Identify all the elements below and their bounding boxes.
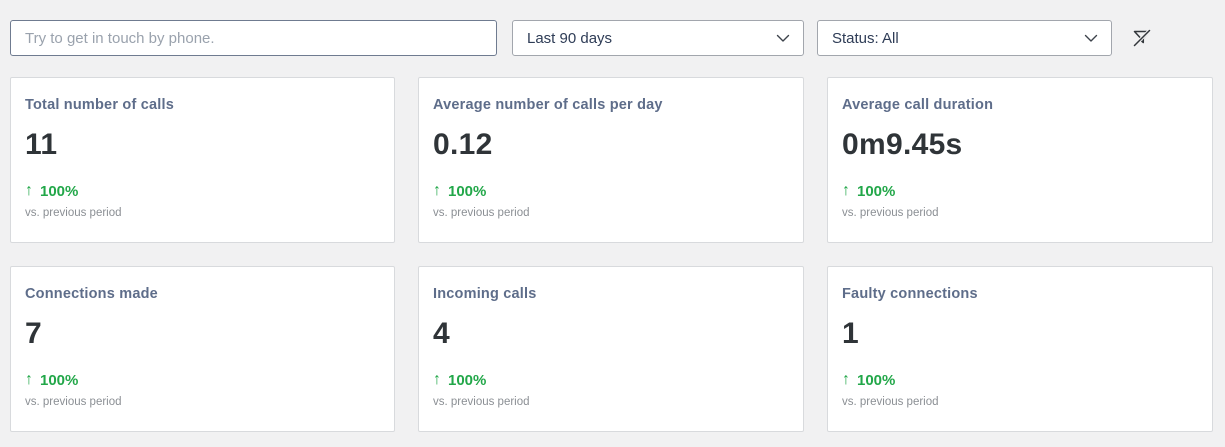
card-connections-made: Connections made 7 ↑ 100% vs. previous p… xyxy=(10,266,395,432)
trend-indicator: ↑ 100% xyxy=(842,182,1198,200)
arrow-up-icon: ↑ xyxy=(433,182,441,199)
trend-value: 100% xyxy=(857,371,896,389)
filter-off-icon xyxy=(1130,26,1154,50)
trend-indicator: ↑ 100% xyxy=(842,371,1198,389)
status-select[interactable]: Status: All xyxy=(817,20,1112,56)
card-value: 11 xyxy=(25,128,58,161)
card-value: 7 xyxy=(25,317,42,350)
comparison-label: vs. previous period xyxy=(433,396,530,408)
card-avg-call-duration: Average call duration 0m9.45s ↑ 100% vs.… xyxy=(827,77,1213,243)
card-title: Connections made xyxy=(25,286,158,302)
card-value: 4 xyxy=(433,317,450,350)
trend-indicator: ↑ 100% xyxy=(433,182,789,200)
card-avg-calls-per-day: Average number of calls per day 0.12 ↑ 1… xyxy=(418,77,804,243)
trend-indicator: ↑ 100% xyxy=(25,182,380,200)
card-value: 0m9.45s xyxy=(842,128,963,161)
trend-value: 100% xyxy=(448,371,487,389)
chevron-down-icon xyxy=(1083,30,1099,46)
arrow-up-icon: ↑ xyxy=(842,182,850,199)
comparison-label: vs. previous period xyxy=(842,396,939,408)
card-value: 0.12 xyxy=(433,128,493,161)
filter-bar: Last 90 days Status: All xyxy=(10,20,1225,56)
search-input[interactable] xyxy=(10,20,497,56)
comparison-label: vs. previous period xyxy=(25,396,122,408)
status-select-value: Status: All xyxy=(832,29,899,47)
chevron-down-icon xyxy=(775,30,791,46)
card-value: 1 xyxy=(842,317,859,350)
arrow-up-icon: ↑ xyxy=(842,371,850,388)
comparison-label: vs. previous period xyxy=(25,207,122,219)
card-title: Incoming calls xyxy=(433,286,537,302)
card-title: Average call duration xyxy=(842,97,994,113)
card-title: Total number of calls xyxy=(25,97,174,113)
comparison-label: vs. previous period xyxy=(842,207,939,219)
arrow-up-icon: ↑ xyxy=(25,182,33,199)
trend-value: 100% xyxy=(40,182,79,200)
card-faulty-connections: Faulty connections 1 ↑ 100% vs. previous… xyxy=(827,266,1213,432)
card-total-calls: Total number of calls 11 ↑ 100% vs. prev… xyxy=(10,77,395,243)
card-title: Faulty connections xyxy=(842,286,978,302)
period-select[interactable]: Last 90 days xyxy=(512,20,804,56)
period-select-value: Last 90 days xyxy=(527,29,613,47)
arrow-up-icon: ↑ xyxy=(433,371,441,388)
trend-indicator: ↑ 100% xyxy=(25,371,380,389)
trend-indicator: ↑ 100% xyxy=(433,371,789,389)
trend-value: 100% xyxy=(857,182,896,200)
kpi-cards-grid: Total number of calls 11 ↑ 100% vs. prev… xyxy=(10,77,1215,432)
comparison-label: vs. previous period xyxy=(433,207,530,219)
card-incoming-calls: Incoming calls 4 ↑ 100% vs. previous per… xyxy=(418,266,804,432)
trend-value: 100% xyxy=(40,371,79,389)
trend-value: 100% xyxy=(448,182,487,200)
clear-filters-button[interactable] xyxy=(1129,25,1155,51)
card-title: Average number of calls per day xyxy=(433,97,663,113)
arrow-up-icon: ↑ xyxy=(25,371,33,388)
